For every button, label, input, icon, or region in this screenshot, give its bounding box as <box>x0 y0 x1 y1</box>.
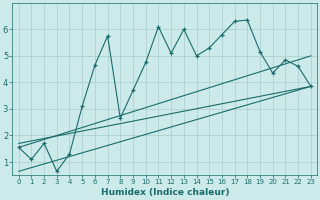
X-axis label: Humidex (Indice chaleur): Humidex (Indice chaleur) <box>100 188 229 197</box>
